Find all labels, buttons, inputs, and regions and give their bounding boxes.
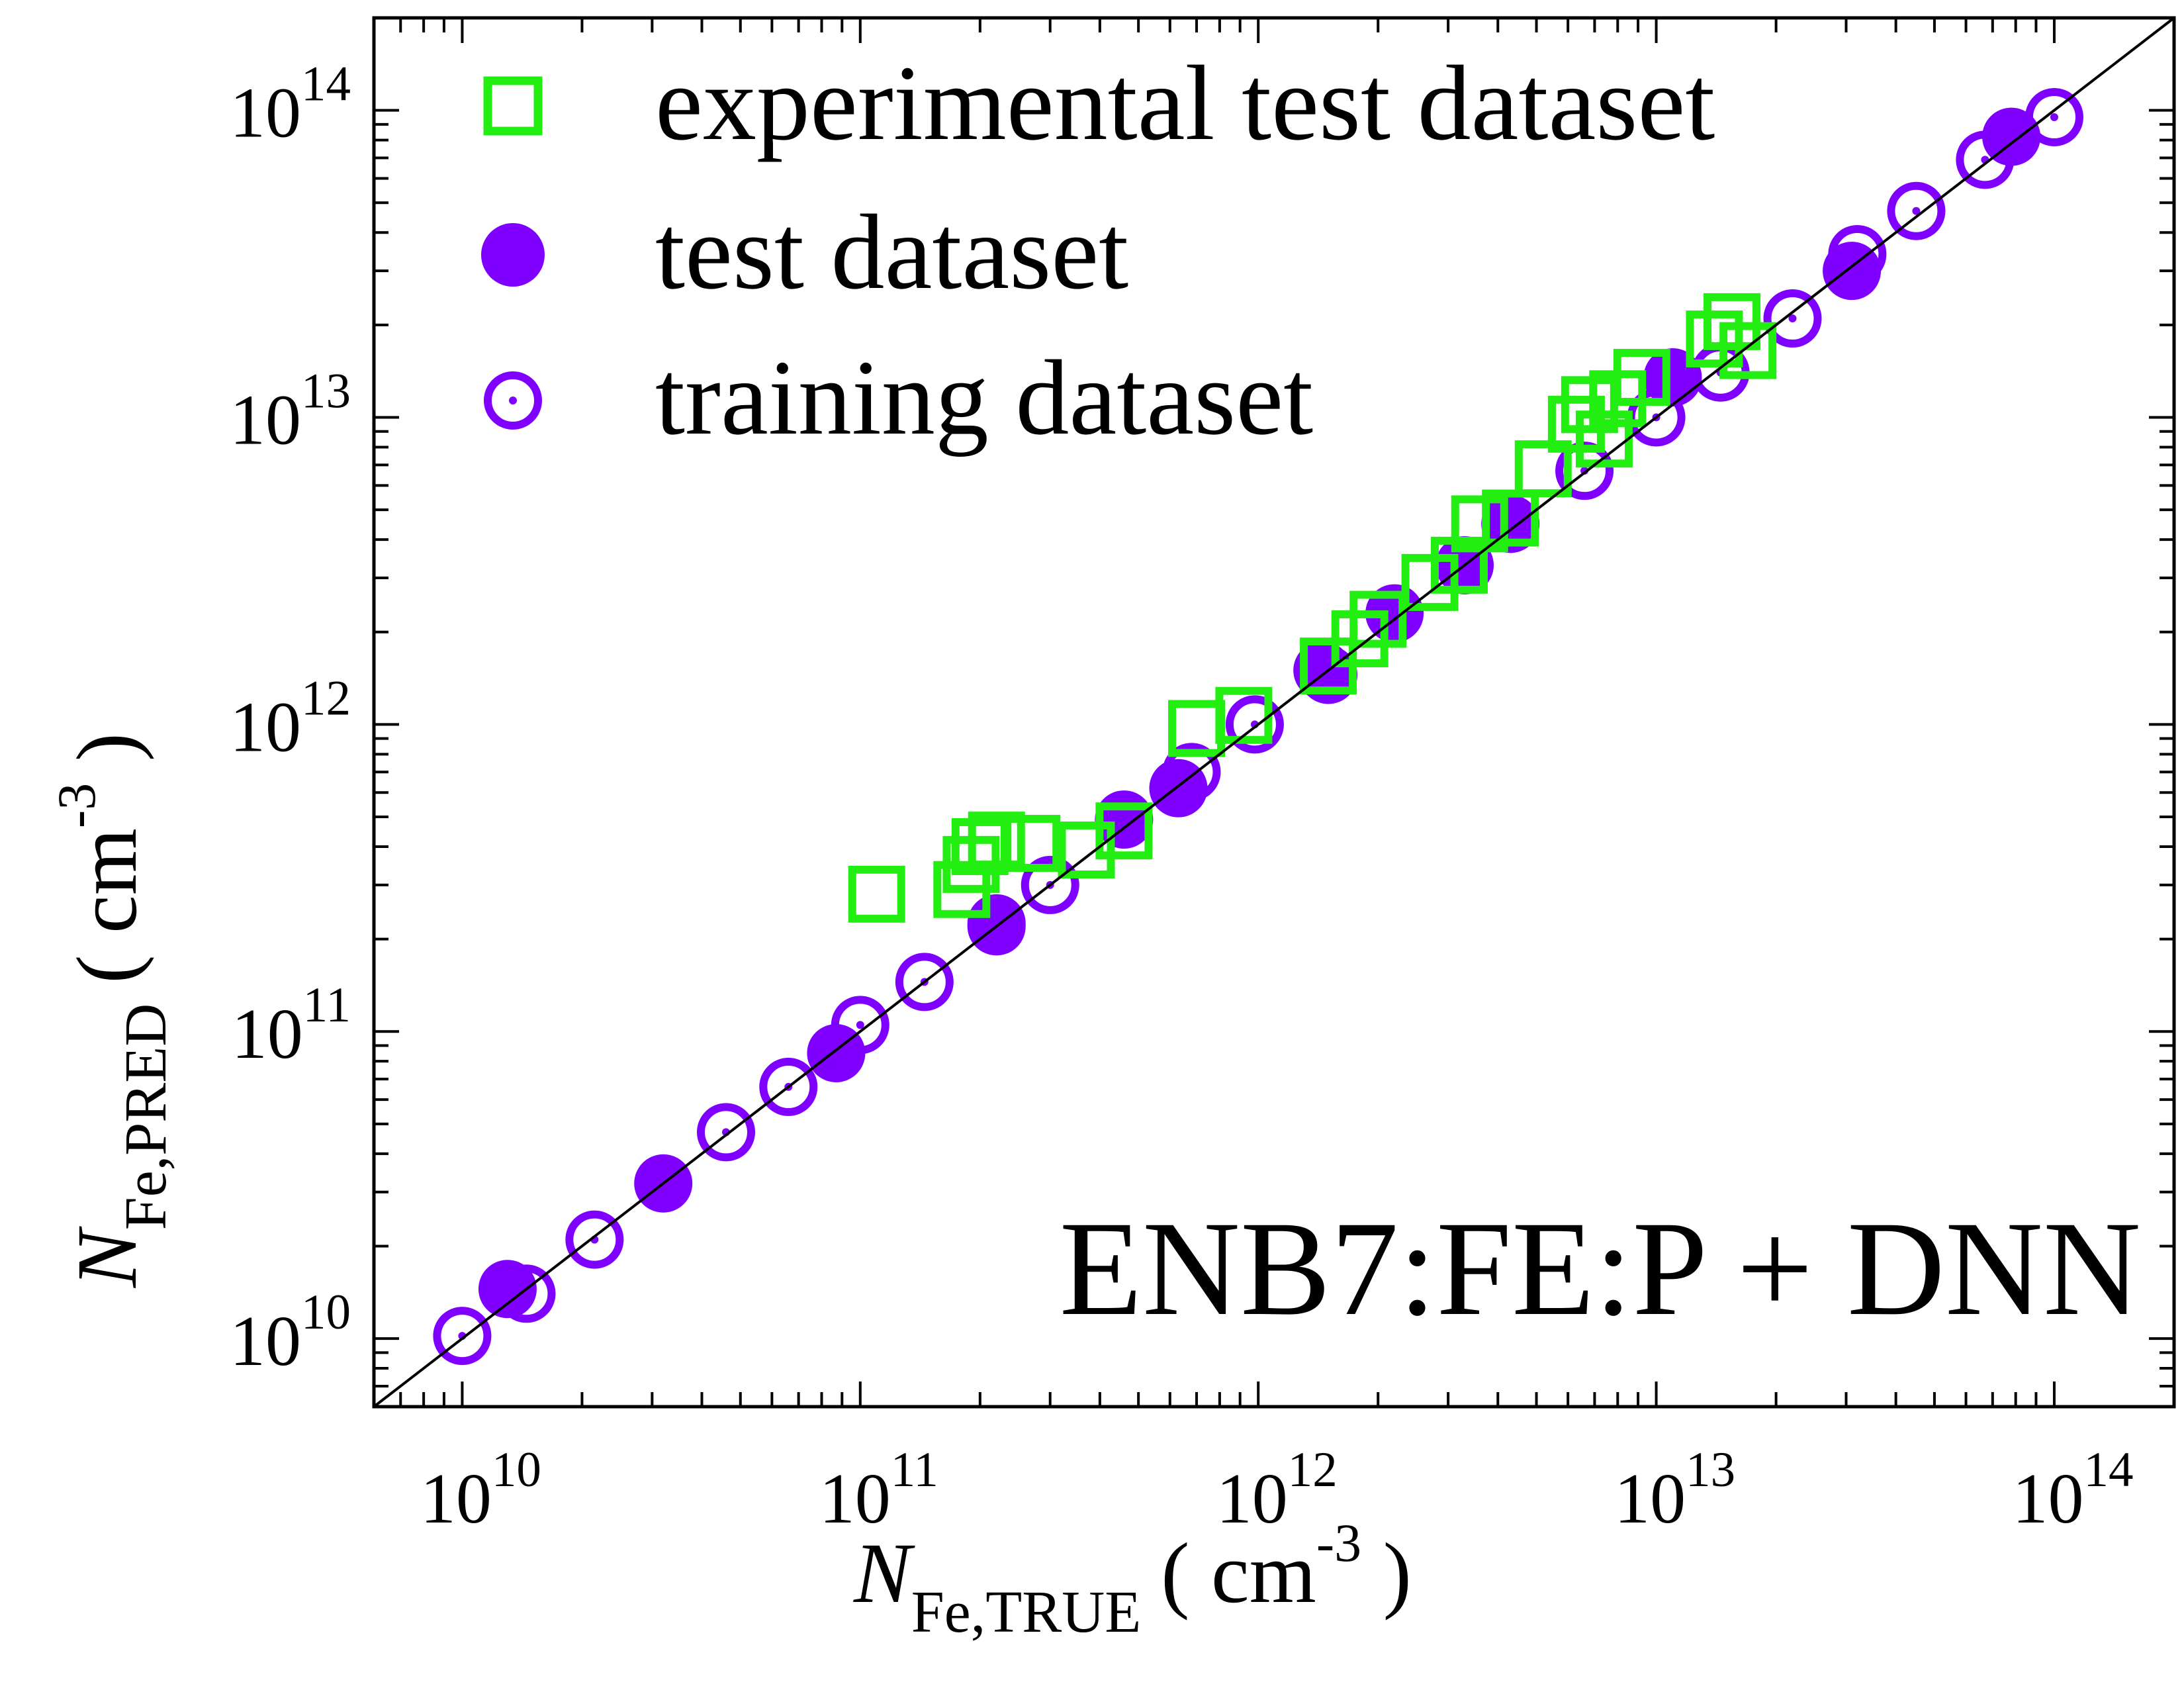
y-tick-label: 1014 (230, 57, 351, 153)
training-dataset-point (1225, 695, 1284, 754)
identity-reference-line (373, 17, 2175, 1408)
plot-frame (372, 16, 2176, 1409)
x-axis-title-subscript: Fe,TRUE (911, 1579, 1141, 1645)
training-dataset-point-dot (856, 1021, 864, 1029)
y-tick-label-base: 10 (230, 1302, 301, 1381)
y-axis-title-unit: ( cm (60, 828, 155, 984)
experimental-test-point (1704, 293, 1761, 350)
x-axis-title-main: N (853, 1526, 915, 1621)
y-axis-title-subscript: Fe,PRED (113, 1004, 179, 1231)
x-tick-label-base: 10 (1614, 1460, 1686, 1538)
legend-label: test dataset (655, 193, 1128, 312)
test-dataset-point (478, 1260, 537, 1319)
x-tick-label: 1014 (2012, 1442, 2133, 1538)
y-tick-label-base: 10 (230, 74, 301, 153)
axis-ticks (373, 17, 2175, 1408)
experimental-test-point (1058, 821, 1115, 879)
y-tick-label-exponent: 12 (301, 671, 351, 726)
x-tick-label-exponent: 12 (1288, 1442, 1338, 1497)
x-axis-title-unit-close: ) (1361, 1526, 1412, 1621)
y-axis-title-unit-exponent: -3 (46, 783, 107, 828)
x-tick-label: 1013 (1614, 1442, 1735, 1538)
y-axis-title: NFe,PRED ( cm-3 ) (46, 733, 179, 1288)
x-tick-label: 1012 (1216, 1442, 1338, 1538)
experimental-test-point (1349, 590, 1407, 648)
annotation-label: ENB7:FE:P + DNN (1060, 1194, 2141, 1344)
x-tick-label: 1011 (819, 1442, 938, 1538)
legend-marker-test (481, 223, 545, 287)
legend-marker-training (484, 371, 542, 430)
y-tick-label-exponent: 11 (303, 978, 351, 1033)
y-tick-label: 1011 (232, 978, 351, 1074)
experimental-test-point (1451, 495, 1508, 553)
x-axis-title: NFe,TRUE ( cm-3 ) (853, 1513, 1412, 1645)
x-tick-label-base: 10 (819, 1460, 891, 1538)
training-dataset-point-dot (2050, 113, 2058, 121)
experimental-test-point (1331, 610, 1388, 668)
x-tick-label-base: 10 (2012, 1460, 2083, 1538)
legend-marker-experimental (483, 76, 543, 136)
training-dataset-point (1021, 855, 1079, 914)
training-dataset-point (895, 953, 954, 1011)
y-axis-title-main: N (60, 1226, 155, 1288)
y-tick-label-exponent: 13 (301, 364, 351, 419)
x-tick-label-base: 10 (420, 1460, 492, 1538)
y-tick-label-exponent: 14 (301, 57, 351, 112)
training-dataset-point (1763, 289, 1822, 348)
x-axis-title-unit-exponent: -3 (1316, 1513, 1361, 1573)
x-tick-label-exponent: 13 (1686, 1442, 1735, 1497)
experimental-test-point (1514, 440, 1572, 498)
training-dataset-point-dot (1912, 207, 1921, 215)
legend-marker-training-dot (509, 397, 517, 404)
training-dataset-point (433, 1307, 492, 1366)
x-tick-label-exponent: 11 (891, 1442, 938, 1497)
x-tick-label-exponent: 14 (2083, 1442, 2133, 1497)
legend-label: experimental test dataset (655, 44, 1715, 163)
experimental-test-point (1003, 814, 1061, 872)
experimental-test-point (1719, 322, 1777, 379)
test-dataset-point (1982, 107, 2041, 166)
x-axis-title-unit: ( cm (1161, 1526, 1316, 1621)
y-tick-label: 1012 (230, 671, 351, 767)
experimental-test-point (1095, 802, 1153, 860)
y-tick-label: 1013 (230, 364, 351, 460)
y-tick-label-base: 10 (232, 995, 303, 1074)
y-tick-label-exponent: 10 (301, 1285, 351, 1340)
y-tick-label-base: 10 (230, 688, 301, 767)
training-dataset-point (759, 1057, 818, 1116)
training-dataset-point (565, 1210, 624, 1269)
x-tick-label-base: 10 (1216, 1460, 1288, 1538)
training-dataset-point (696, 1103, 755, 1162)
test-dataset-point (1149, 759, 1208, 818)
experimental-test-point (968, 812, 1025, 869)
legend-label: training dataset (655, 339, 1313, 457)
training-dataset-point-dot (1788, 314, 1797, 323)
experimental-test-point (1686, 310, 1743, 368)
y-tick-label-base: 10 (230, 381, 301, 460)
x-tick-label-exponent: 10 (492, 1442, 541, 1497)
test-dataset-point (1481, 494, 1540, 553)
y-axis-title-unit-close: ) (60, 733, 155, 783)
training-dataset-point (1887, 181, 1946, 240)
experimental-test-point (1613, 349, 1670, 406)
experimental-test-point (1401, 553, 1459, 611)
test-dataset-point (1095, 790, 1154, 849)
markers-layer (433, 87, 2083, 1366)
experimental-test-point (1430, 536, 1488, 594)
experimental-test-point (1482, 489, 1539, 547)
y-tick-label: 1010 (230, 1285, 351, 1381)
legend: experimental test dataset test dataset tra… (481, 44, 1715, 457)
x-tick-label: 1010 (420, 1442, 541, 1538)
experimental-test-point (848, 865, 905, 923)
